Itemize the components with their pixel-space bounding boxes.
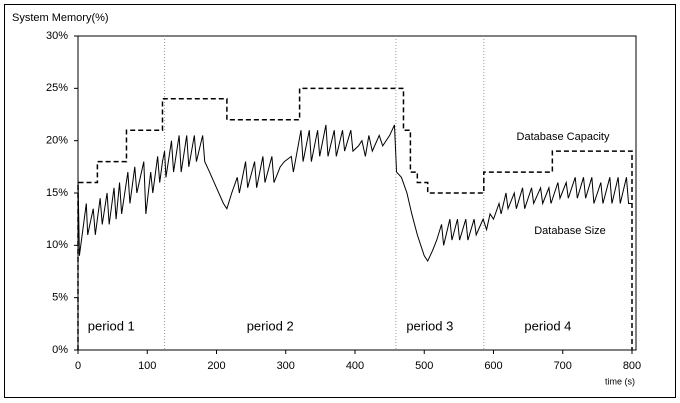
period-label: period 4	[524, 318, 571, 333]
x-tick-label: 600	[484, 360, 502, 372]
y-tick-label: 30%	[46, 30, 68, 42]
y-tick-label: 25%	[46, 82, 68, 94]
x-tick-label: 300	[277, 360, 295, 372]
x-tick-label: 100	[138, 360, 156, 372]
y-tick-label: 15%	[46, 187, 68, 199]
y-tick-label: 10%	[46, 239, 68, 251]
x-tick-label: 400	[346, 360, 364, 372]
x-tick-label: 200	[207, 360, 225, 372]
frame	[4, 4, 676, 398]
y-tick-label: 5%	[52, 292, 68, 304]
period-label: period 3	[406, 318, 453, 333]
capacity-line	[77, 87, 633, 350]
x-tick-label: 0	[75, 360, 81, 372]
x-tick-label: 800	[623, 360, 641, 372]
series-label: Database Size	[534, 225, 606, 237]
period-label: period 1	[88, 318, 135, 333]
y-axis-label: System Memory(%)	[12, 12, 109, 24]
period-label: period 2	[247, 318, 294, 333]
y-tick-label: 20%	[46, 135, 68, 147]
x-tick-label: 500	[415, 360, 433, 372]
series-label: Database Capacity	[517, 131, 610, 143]
size-line	[77, 124, 632, 263]
y-tick-label: 0%	[52, 344, 68, 356]
x-axis-label: time (s)	[605, 376, 635, 386]
x-tick-label: 700	[554, 360, 572, 372]
